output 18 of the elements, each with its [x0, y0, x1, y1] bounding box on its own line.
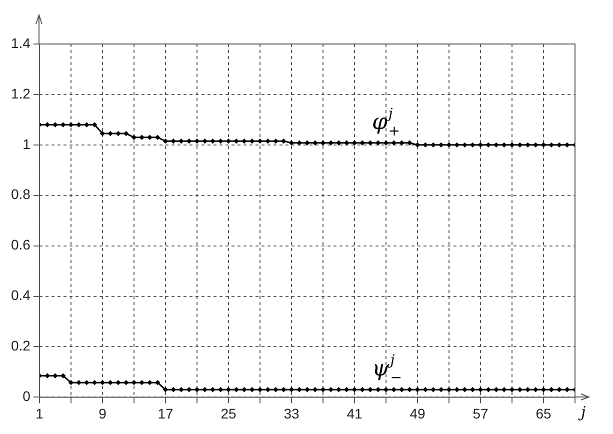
x-tick-label: 57: [472, 405, 488, 422]
x-axis-title: j: [578, 403, 586, 422]
x-tick-label: 9: [98, 405, 107, 422]
x-tick-label: 25: [220, 405, 236, 422]
y-tick-label: 1: [22, 136, 31, 152]
x-tick-label: 49: [410, 405, 426, 422]
y-tick-label: 0.2: [10, 338, 31, 354]
y-tick-label: 0: [22, 388, 31, 404]
x-tick-label: 1: [36, 405, 44, 422]
y-tick-label: 0.6: [10, 236, 31, 253]
y-tick-label: 0.4: [10, 287, 31, 304]
x-tick-label: 17: [158, 405, 174, 422]
y-tick-label: 1.4: [10, 34, 31, 51]
y-tick-label: 1.2: [10, 85, 31, 102]
y-tick-label: 0.8: [10, 186, 31, 202]
x-tick-label: 33: [284, 405, 300, 422]
x-tick-label: 65: [536, 405, 552, 422]
x-tick-label: 41: [346, 405, 362, 422]
